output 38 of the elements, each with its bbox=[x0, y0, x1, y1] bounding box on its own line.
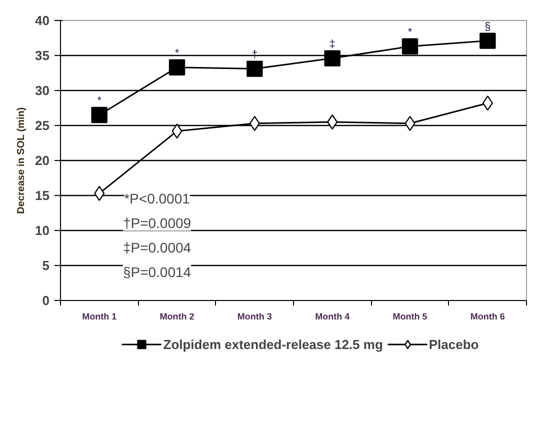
point bbox=[402, 38, 418, 54]
y-tick-label: 0 bbox=[42, 293, 50, 308]
y-tick-label: 30 bbox=[35, 83, 50, 98]
y-tick-label: 40 bbox=[35, 13, 50, 28]
point bbox=[249, 116, 260, 131]
y-tick-label: 10 bbox=[35, 223, 50, 238]
annotation: * bbox=[408, 26, 413, 38]
point bbox=[172, 124, 182, 139]
point bbox=[404, 116, 416, 131]
x-tick-label: Month 2 bbox=[160, 312, 194, 322]
y-tick-label: 15 bbox=[35, 188, 50, 203]
point bbox=[94, 186, 105, 201]
point bbox=[168, 59, 186, 76]
point bbox=[91, 106, 108, 124]
y-tick-label: 35 bbox=[35, 48, 50, 63]
legend-label: Placebo bbox=[428, 336, 479, 352]
point bbox=[324, 50, 340, 66]
annotation: ‡ bbox=[329, 38, 336, 50]
x-tick-label: Month 1 bbox=[82, 312, 117, 322]
y-tick-label: 20 bbox=[35, 153, 50, 168]
annotation: § bbox=[484, 20, 491, 33]
annotation: §P=0.0014 bbox=[122, 264, 192, 280]
y-tick-label: 25 bbox=[35, 118, 50, 133]
annotation: ‡P=0.0004 bbox=[122, 239, 192, 256]
point bbox=[482, 96, 493, 111]
annotation: †P=0.0009 bbox=[122, 214, 192, 231]
x-tick-label: Month 4 bbox=[315, 312, 350, 322]
y-tick-label: 5 bbox=[42, 258, 50, 273]
legend-label: Zolpidem extended-release 12.5 mg bbox=[163, 336, 383, 352]
point bbox=[480, 32, 496, 49]
point bbox=[246, 60, 263, 77]
annotation: * bbox=[174, 47, 180, 60]
x-tick-label: Month 6 bbox=[470, 312, 505, 322]
annotation: *P<0.0001 bbox=[124, 190, 190, 206]
annotation: * bbox=[97, 95, 102, 107]
x-tick-label: Month 5 bbox=[392, 312, 428, 322]
y-axis-title: Decrease in SOL (min) bbox=[16, 107, 28, 214]
x-tick-label: Month 3 bbox=[237, 312, 272, 322]
